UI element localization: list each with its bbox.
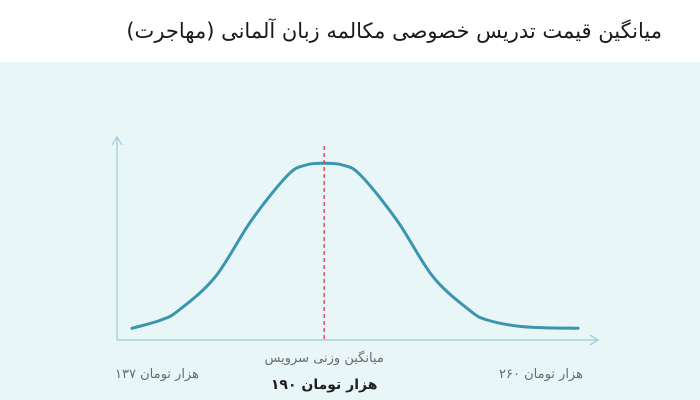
x-axis-arrow [589, 334, 600, 346]
min-price-label: ۱۳۷ هزار تومان [115, 367, 199, 382]
mean-value-label: ۱۹۰ هزار تومان [271, 377, 378, 393]
chart-title: میانگین قیمت تدریس خصوصی مکالمه زبان آلم… [0, 0, 700, 62]
mean-caption-label: میانگین وزنی سرویس [265, 350, 384, 366]
axes [111, 135, 600, 346]
y-axis-arrow [111, 135, 123, 146]
max-price-label: ۲۶۰ هزار تومان [499, 367, 583, 382]
price-distribution-curve [130, 161, 580, 330]
